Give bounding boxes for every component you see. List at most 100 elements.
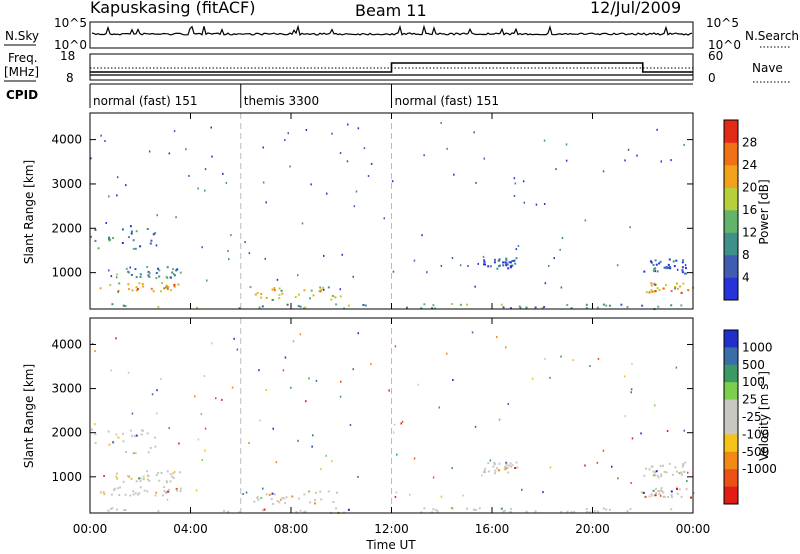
echo-cell [660, 487, 663, 490]
echo-cell [650, 261, 653, 264]
echo-cell [669, 267, 672, 270]
echo-cell [155, 277, 158, 279]
echo-cell [660, 160, 662, 163]
echo-cell [301, 222, 304, 225]
echo-cell [400, 422, 402, 425]
echo-cell [157, 306, 160, 309]
echo-cell [309, 501, 311, 504]
echo-cell [505, 263, 508, 266]
echo-cell [150, 287, 153, 290]
echo-cell [515, 461, 518, 464]
echo-cell [175, 216, 177, 219]
echo-cell [383, 217, 385, 220]
echo-cell [507, 471, 510, 474]
echo-cell [151, 393, 154, 396]
freq-label-1: Freq. [8, 51, 38, 65]
echo-cell [656, 287, 659, 290]
echo-cell [684, 264, 687, 267]
echo-cell [258, 369, 260, 372]
echo-cell [513, 194, 516, 197]
echo-cell [256, 292, 259, 294]
echo-cell [116, 176, 119, 179]
echo-cell [166, 266, 169, 269]
velocity-ylabel: Slant Range [km] [22, 364, 36, 468]
echo-cell [130, 477, 133, 480]
echo-cell [605, 304, 608, 307]
velocity-colorbar-swatch [724, 347, 738, 366]
echo-cell [323, 288, 325, 291]
echo-cell [440, 121, 442, 124]
echo-cell [118, 494, 121, 497]
echo-cell [283, 497, 286, 500]
echo-cell [667, 496, 670, 498]
echo-cell [667, 267, 669, 269]
echo-cell [113, 487, 116, 490]
echo-cell [116, 472, 118, 475]
cpid-segments: normal (fast) 151 themis 3300 normal (fast… [89, 84, 499, 108]
echo-cell [654, 404, 656, 407]
echo-cell [168, 152, 171, 155]
echo-cell [572, 359, 574, 362]
echo-cell [643, 474, 646, 477]
echo-cell [233, 337, 235, 340]
echo-cell [94, 350, 96, 353]
echo-cell [542, 491, 544, 494]
echo-cell [139, 477, 142, 480]
echo-cell [352, 275, 354, 278]
echo-cell [505, 259, 508, 262]
velocity-colorbar-swatch [724, 330, 738, 348]
echo-cell [517, 245, 520, 247]
echo-cell [560, 286, 563, 289]
echo-cell [642, 491, 645, 494]
echo-cell [152, 233, 155, 236]
echo-cell [679, 285, 682, 288]
echo-cell [108, 269, 110, 272]
echo-cell [138, 492, 141, 495]
echo-cell [139, 273, 142, 276]
echo-cell [173, 285, 176, 288]
echo-cell [534, 306, 537, 309]
echo-cell [685, 488, 688, 491]
echo-cell [116, 194, 118, 197]
x-tick-label: 00:00 [73, 522, 108, 536]
echo-cell [134, 452, 137, 455]
echo-cell [475, 181, 477, 184]
echo-cell [541, 307, 544, 310]
echo-cell [478, 507, 481, 510]
echo-cell [292, 340, 295, 343]
x-axis-label: Time UT [365, 538, 416, 552]
echo-cell [655, 487, 657, 490]
echo-cell [148, 150, 151, 153]
echo-cell [440, 495, 443, 498]
echo-cell [673, 265, 676, 268]
echo-cell [238, 511, 241, 514]
echo-cell [244, 241, 246, 244]
echo-cell [507, 263, 509, 266]
echo-cell [294, 296, 297, 298]
echo-cell [249, 286, 252, 289]
echo-cell [435, 508, 438, 511]
echo-cell [417, 383, 419, 386]
echo-cell [508, 261, 511, 264]
echo-cell [502, 261, 505, 264]
echo-cell [392, 431, 395, 434]
echo-cell [423, 303, 426, 306]
echo-cell [349, 424, 352, 426]
echo-cell [155, 244, 158, 247]
echo-cell [165, 286, 168, 289]
echo-cell [177, 283, 180, 286]
power-colorbar-tick: 12 [742, 226, 757, 240]
echo-cell [487, 470, 490, 473]
echo-cell [684, 461, 687, 464]
echo-cell [548, 264, 550, 267]
echo-cell [285, 496, 288, 499]
echo-cell [674, 287, 676, 290]
power-panel-frame [89, 112, 694, 310]
echo-cell [659, 494, 662, 497]
echo-cell [683, 143, 685, 146]
echo-cell [510, 508, 513, 510]
echo-cell [466, 507, 469, 510]
echo-cell [137, 493, 140, 496]
echo-cell [498, 418, 501, 421]
echo-cell [135, 434, 138, 437]
